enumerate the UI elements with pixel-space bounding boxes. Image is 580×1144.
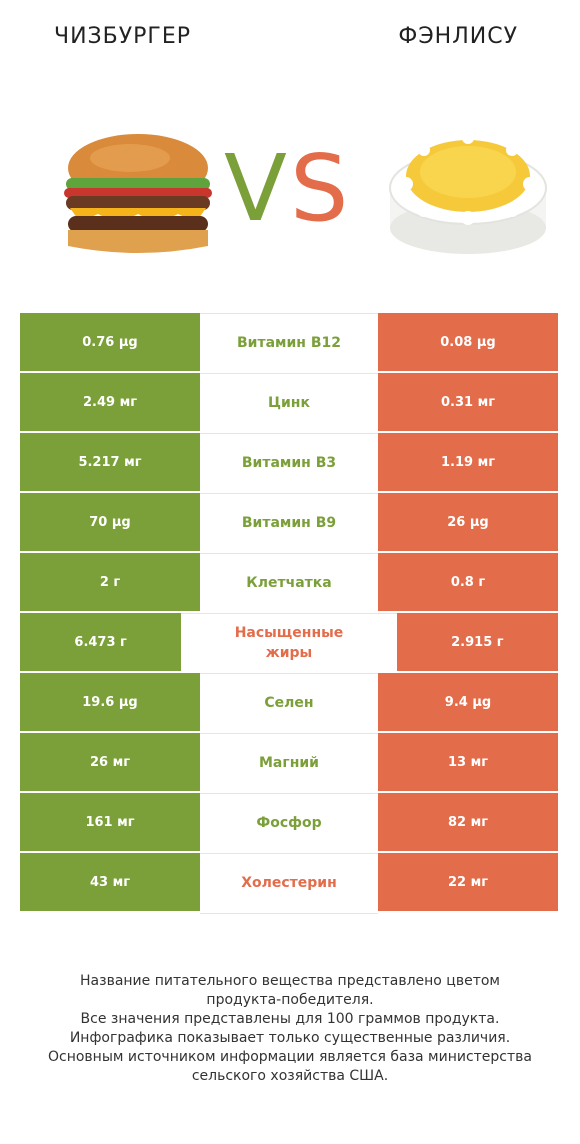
right-value-cell: 2.915 г <box>396 613 558 671</box>
table-row: 43 мг Холестерин 22 мг <box>20 853 558 911</box>
table-row: 2.49 мг Цинк 0.31 мг <box>20 373 558 431</box>
left-value-cell: 2 г <box>20 553 200 611</box>
right-food-title: ФЭНЛИСУ <box>398 24 518 49</box>
footer-line: Все значения представлены для 100 граммо… <box>80 1011 500 1027</box>
right-value-cell: 0.08 µg <box>378 313 558 371</box>
nutrient-name-cell: Витамин B12 <box>200 313 378 371</box>
nutrient-name-cell: Фосфор <box>200 793 378 851</box>
right-value-cell: 0.8 г <box>378 553 558 611</box>
vs-letter-s: S <box>290 140 348 230</box>
left-value-cell: 5.217 мг <box>20 433 200 491</box>
footer-line: Инфографика показывает только существенн… <box>69 1030 511 1046</box>
nutrient-name-cell: Насыщенные жиры <box>181 613 397 671</box>
left-value-cell: 70 µg <box>20 493 200 551</box>
table-row: 6.473 г Насыщенные жиры 2.915 г <box>20 613 558 671</box>
right-value-cell: 0.31 мг <box>378 373 558 431</box>
left-value-cell: 43 мг <box>20 853 200 911</box>
footer-note: Название питательного вещества представл… <box>20 972 560 1086</box>
nutrient-name-cell: Магний <box>200 733 378 791</box>
footer-line: Основным источником информации является … <box>48 1049 532 1065</box>
nutrient-name-cell: Цинк <box>200 373 378 431</box>
left-value-cell: 2.49 мг <box>20 373 200 431</box>
right-value-cell: 82 мг <box>378 793 558 851</box>
vs-letter-v: V <box>224 140 287 230</box>
right-value-cell: 13 мг <box>378 733 558 791</box>
nutrient-name-cell: Селен <box>200 673 378 731</box>
nutrient-name-cell: Холестерин <box>200 853 378 911</box>
table-row: 0.76 µg Витамин B12 0.08 µg <box>20 313 558 371</box>
nutrient-name-cell: Витамин B9 <box>200 493 378 551</box>
table-divider <box>200 913 378 914</box>
right-value-cell: 9.4 µg <box>378 673 558 731</box>
nutrient-name-cell: Витамин B3 <box>200 433 378 491</box>
right-value-cell: 1.19 мг <box>378 433 558 491</box>
footer-line: продукта-победителя. <box>206 992 374 1008</box>
table-row: 5.217 мг Витамин B3 1.19 мг <box>20 433 558 491</box>
table-row: 70 µg Витамин B9 26 µg <box>20 493 558 551</box>
table-row: 161 мг Фосфор 82 мг <box>20 793 558 851</box>
table-row: 19.6 µg Селен 9.4 µg <box>20 673 558 731</box>
left-value-cell: 161 мг <box>20 793 200 851</box>
left-food-title: ЧИЗБУРГЕР <box>54 24 191 49</box>
comparison-table: 0.76 µg Витамин B12 0.08 µg 2.49 мг Цинк 0.31… <box>20 313 558 914</box>
table-row: 2 г Клетчатка 0.8 г <box>20 553 558 611</box>
table-row: 26 мг Магний 13 мг <box>20 733 558 791</box>
right-value-cell: 22 мг <box>378 853 558 911</box>
right-value-cell: 26 µg <box>378 493 558 551</box>
nutrient-name-cell: Клетчатка <box>200 553 378 611</box>
footer-line: Название питательного вещества представл… <box>80 973 500 989</box>
footer-line: сельского хозяйства США. <box>191 1068 389 1084</box>
left-value-cell: 19.6 µg <box>20 673 200 731</box>
versus-label: V S <box>224 140 348 230</box>
left-value-cell: 6.473 г <box>20 613 182 671</box>
cheeseburger-image <box>64 134 212 253</box>
left-value-cell: 0.76 µg <box>20 313 200 371</box>
left-value-cell: 26 мг <box>20 733 200 791</box>
cake-image <box>389 132 547 254</box>
